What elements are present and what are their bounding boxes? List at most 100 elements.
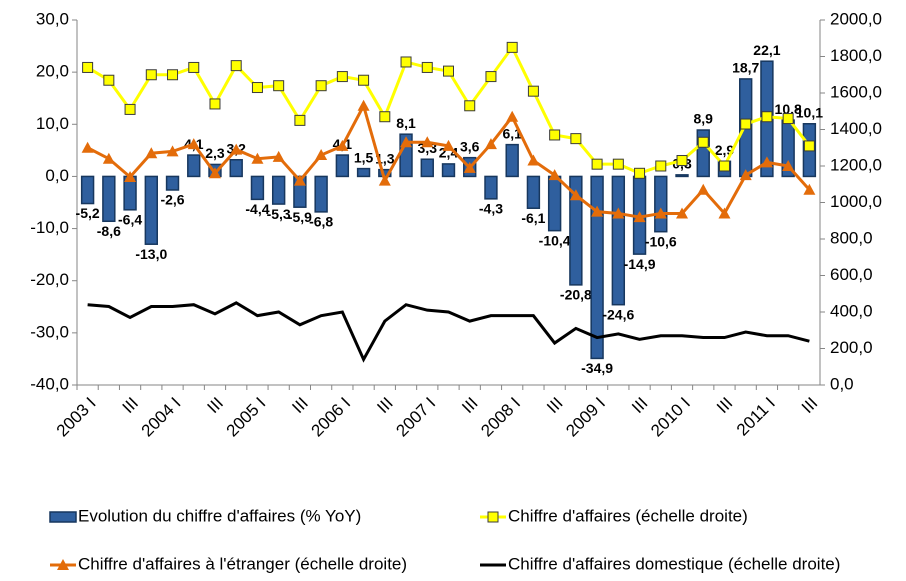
marker — [421, 61, 433, 73]
marker — [761, 111, 773, 123]
marker — [167, 69, 179, 81]
data-label: -6,4 — [118, 212, 142, 228]
bar — [484, 175, 498, 200]
legend-item: Chiffre d'affaires (échelle droite) — [480, 506, 748, 525]
marker — [591, 205, 604, 217]
marker — [272, 150, 285, 162]
legend-swatch — [49, 511, 77, 523]
marker — [358, 74, 370, 86]
y-tick-label: 20,0 — [36, 62, 69, 81]
marker — [569, 189, 582, 201]
bar — [569, 175, 583, 286]
marker — [315, 149, 328, 161]
marker — [209, 98, 221, 110]
marker — [124, 103, 136, 115]
x-tick-label: 2003 I — [53, 394, 100, 441]
legend-item: Chiffre d'affaires à l'étranger (échelle… — [50, 554, 407, 573]
marker — [400, 56, 412, 68]
marker — [782, 113, 794, 125]
marker — [655, 160, 667, 172]
x-tick-label: III — [713, 394, 736, 417]
bar — [526, 175, 541, 209]
y2-tick-label: 0,0 — [830, 374, 854, 393]
marker — [81, 141, 94, 153]
marker — [676, 155, 688, 167]
marker — [634, 167, 646, 179]
marker — [400, 136, 413, 148]
bar — [547, 175, 562, 232]
marker — [697, 136, 709, 148]
y-tick-label: -30,0 — [30, 322, 69, 341]
y2-tick-label: 1400,0 — [830, 119, 882, 138]
x-tick-label: III — [119, 394, 142, 417]
data-label: 1,5 — [354, 149, 374, 165]
marker — [506, 41, 518, 53]
marker — [718, 160, 730, 172]
marker — [294, 114, 306, 126]
marker — [145, 147, 158, 159]
legend-item: Evolution du chiffre d'affaires (% YoY) — [49, 506, 361, 525]
marker — [378, 174, 391, 186]
bar — [80, 175, 95, 205]
marker — [485, 71, 497, 83]
marker — [188, 61, 200, 73]
data-label: -4,4 — [245, 201, 269, 217]
data-label: -6,8 — [309, 214, 333, 230]
x-tick-label: 2010 I — [647, 394, 694, 441]
line-series — [82, 41, 815, 179]
data-label: -20,8 — [560, 287, 592, 303]
marker — [293, 174, 306, 186]
data-label: -8,6 — [97, 223, 121, 239]
bar — [675, 174, 689, 178]
y2-tick-label: 800,0 — [830, 228, 873, 247]
x-tick-label: III — [373, 394, 396, 417]
marker — [103, 74, 115, 86]
marker — [145, 69, 157, 81]
marker — [654, 207, 667, 219]
bar — [187, 154, 201, 178]
marker — [782, 160, 795, 171]
y2-tick-label: 600,0 — [830, 265, 873, 284]
bar — [229, 158, 243, 178]
marker — [315, 80, 327, 92]
y-tick-label: 0,0 — [45, 166, 69, 185]
y2-tick-label: 400,0 — [830, 301, 873, 320]
y2-tick-label: 200,0 — [830, 338, 873, 357]
marker — [124, 170, 137, 182]
marker — [336, 71, 348, 83]
bar — [250, 175, 265, 201]
legend-label: Chiffre d'affaires (échelle droite) — [508, 506, 748, 525]
marker — [740, 118, 752, 130]
bar — [420, 158, 434, 178]
legend-label: Chiffre d'affaires à l'étranger (échelle… — [78, 554, 407, 573]
y2-tick-label: 2000,0 — [830, 9, 882, 28]
x-tick-label: III — [628, 394, 651, 417]
data-label: 18,7 — [732, 60, 759, 76]
data-label: 8,1 — [396, 115, 416, 131]
marker — [527, 154, 540, 166]
x-tick-label: 2009 I — [562, 394, 609, 441]
line — [87, 301, 810, 363]
marker — [464, 100, 476, 112]
marker — [166, 145, 179, 157]
y2-tick-label: 1600,0 — [830, 82, 882, 101]
marker — [549, 129, 561, 141]
marker — [527, 85, 539, 97]
data-label: -10,4 — [539, 232, 571, 248]
marker — [803, 140, 815, 152]
bar — [654, 175, 668, 233]
data-label: 22,1 — [753, 42, 780, 58]
marker — [484, 138, 497, 150]
x-tick-label: III — [204, 394, 227, 417]
bar — [590, 175, 604, 360]
y2-tick-label: 1000,0 — [830, 192, 882, 211]
marker — [336, 139, 349, 151]
marker — [230, 143, 243, 155]
x-tick-label: 2007 I — [392, 394, 439, 441]
marker — [697, 183, 710, 195]
data-label: -2,6 — [160, 192, 184, 208]
data-label: -6,1 — [521, 210, 545, 226]
marker — [443, 65, 454, 77]
marker — [612, 158, 624, 170]
